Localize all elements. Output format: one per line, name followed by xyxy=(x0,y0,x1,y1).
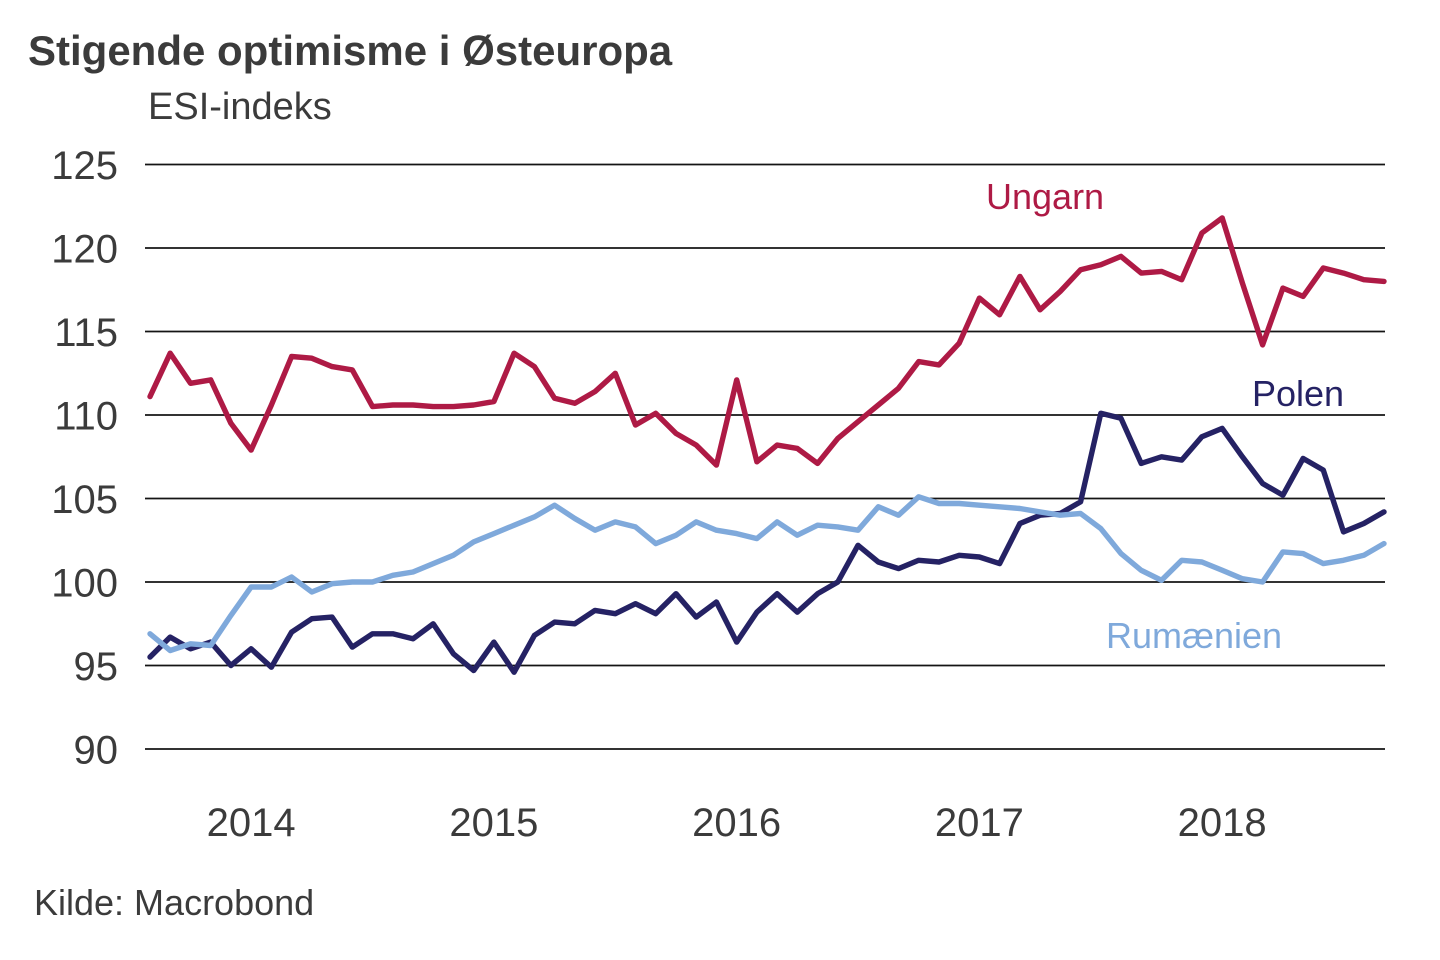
legend-label-polen: Polen xyxy=(1252,373,1344,414)
y-tick-label-105: 105 xyxy=(51,478,118,522)
x-tick-label-2016: 2016 xyxy=(692,801,781,845)
y-tick-label-110: 110 xyxy=(54,395,118,439)
legend-label-ungarn: Ungarn xyxy=(986,176,1104,217)
x-tick-label-2015: 2015 xyxy=(449,801,538,845)
x-tick-label-2014: 2014 xyxy=(207,801,296,845)
series-line-ungarn xyxy=(147,215,1387,468)
chart-title: Stigende optimisme i Østeuropa xyxy=(28,27,673,74)
x-tick-label-2018: 2018 xyxy=(1178,801,1267,845)
y-tick-label-125: 125 xyxy=(51,144,118,188)
y-tick-label-100: 100 xyxy=(51,562,118,606)
y-tick-label-90: 90 xyxy=(74,729,119,773)
series-line-rumaenien xyxy=(147,494,1387,654)
grid-layer: 125 120 115 110 105 100 95 90 2014 2015 2016 2017 20… xyxy=(51,144,1385,845)
y-tick-label-120: 120 xyxy=(51,228,118,272)
y-tick-label-115: 115 xyxy=(54,311,118,355)
x-tick-label-2017: 2017 xyxy=(935,801,1024,845)
legend-label-rumaenien: Rumænien xyxy=(1106,615,1282,656)
source-label: Kilde: Macrobond xyxy=(34,882,314,923)
series-layer xyxy=(147,215,1387,675)
series-line-polen xyxy=(147,410,1387,675)
y-tick-label-95: 95 xyxy=(74,645,119,689)
chart-subtitle: ESI-indeks xyxy=(148,86,332,128)
